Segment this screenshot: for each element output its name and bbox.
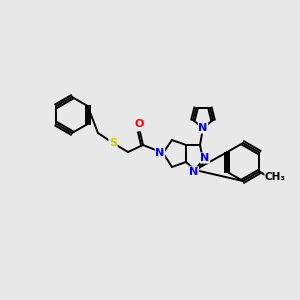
Text: N: N: [189, 167, 199, 177]
Text: CH₃: CH₃: [265, 172, 286, 182]
Text: O: O: [134, 119, 144, 129]
Text: S: S: [109, 138, 117, 148]
Text: N: N: [198, 123, 208, 133]
Text: N: N: [155, 148, 165, 158]
Text: N: N: [200, 153, 210, 163]
